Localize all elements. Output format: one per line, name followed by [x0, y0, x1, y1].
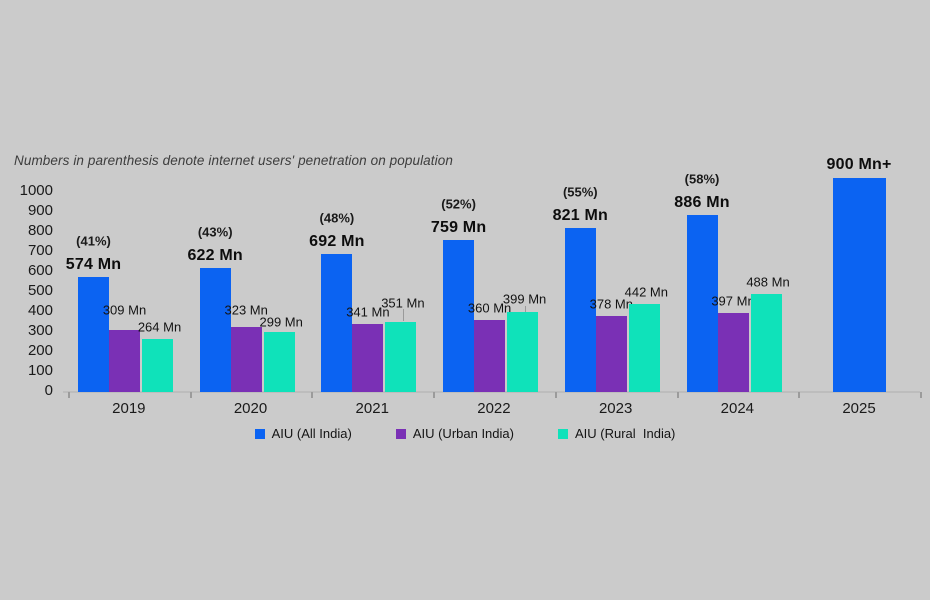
bar-aiu-all-india-2024	[686, 214, 718, 392]
legend-swatch-icon	[557, 428, 568, 439]
legend-item-aiu-all-india: AIU (All India)	[254, 426, 352, 441]
x-axis-label-2023: 2023	[598, 400, 633, 417]
bar-aiu-urban-india-2024	[717, 312, 749, 392]
x-axis-tick	[311, 392, 314, 398]
bar-value-label-aiu-rural-india-2019: 264 Mn	[137, 319, 182, 335]
bar-value-label-aiu-rural-india-2022: 399 Mn	[502, 291, 547, 307]
bar-value-label-aiu-all-india-2024: 886 Mn	[674, 193, 730, 211]
bar-value-label-aiu-rural-india-2021: 351 Mn	[381, 295, 425, 311]
x-axis-label-2022: 2022	[477, 400, 511, 417]
x-axis-label-2024: 2024	[720, 400, 755, 417]
bar-value-label-aiu-all-india-2023: 821 Mn	[552, 206, 609, 224]
bar-value-label-aiu-rural-india-2020: 299 Mn	[259, 314, 303, 330]
legend-swatch-icon	[254, 428, 265, 439]
legend-swatch-icon	[395, 428, 406, 439]
bar-aiu-rural-india-2020	[263, 332, 295, 392]
bar-value-label-aiu-all-india-2019: 574 Mn	[65, 256, 122, 274]
penetration-label-2019: (41%)	[76, 233, 111, 249]
bar-aiu-urban-india-2021	[352, 323, 384, 392]
y-axis-tick-label: 200	[27, 342, 53, 359]
penetration-label-2024: (58%)	[684, 171, 720, 187]
x-axis-label-2021: 2021	[355, 400, 389, 417]
label-leader-line	[403, 309, 404, 321]
penetration-label-2020: (43%)	[197, 224, 233, 240]
y-axis-tick-label: 1000	[19, 182, 53, 199]
bar-aiu-urban-india-2023	[595, 316, 627, 392]
bar-aiu-all-india-2022	[443, 240, 475, 392]
chart-legend: AIU (All India) AIU (Urban India) AIU (Rur…	[0, 426, 930, 441]
legend-item-aiu-urban-india: AIU (Urban India)	[395, 426, 514, 441]
bar-aiu-urban-india-2019	[109, 330, 140, 392]
y-axis-tick-label: 500	[27, 282, 53, 299]
bar-value-label-aiu-all-india-2021: 692 Mn	[309, 232, 365, 250]
bar-value-label-aiu-rural-india-2024: 488 Mn	[746, 274, 790, 290]
bar-aiu-all-india-2020	[199, 267, 231, 392]
x-axis-tick	[676, 392, 679, 398]
bar-value-label-aiu-all-india-2020: 622 Mn	[187, 246, 243, 264]
y-axis-tick-label: 400	[27, 302, 53, 319]
y-axis-tick-label: 800	[27, 222, 53, 239]
x-axis-tick	[189, 392, 192, 398]
legend-label: AIU (All India)	[271, 426, 352, 441]
bar-value-label-aiu-urban-india-2019: 309 Mn	[102, 302, 147, 318]
y-axis-tick-label: 300	[27, 322, 53, 339]
bar-value-label-aiu-all-india-2025: 900 Mn+	[826, 156, 892, 173]
bar-value-label-aiu-all-india-2022: 759 Mn	[430, 219, 487, 237]
bar-value-label-aiu-urban-india-2022: 360 Mn	[467, 300, 512, 316]
y-axis-tick-label: 600	[27, 262, 53, 279]
x-axis-label-2020: 2020	[233, 400, 268, 417]
y-axis-tick-label: 900	[27, 202, 53, 219]
y-axis-tick-label: 100	[27, 362, 53, 379]
penetration-label-2022: (52%)	[441, 196, 476, 212]
bar-aiu-rural-india-2021	[385, 321, 417, 392]
x-axis-tick	[919, 392, 922, 398]
bar-aiu-all-india-2023	[564, 227, 596, 392]
legend-label: AIU (Rural India)	[574, 426, 676, 441]
x-axis-tick	[554, 392, 557, 398]
y-axis-tick-label: 700	[27, 242, 53, 259]
y-axis-tick-label: 0	[44, 382, 53, 399]
bar-aiu-all-india-2025	[832, 178, 886, 392]
bar-aiu-all-india-2019	[78, 277, 109, 392]
penetration-label-2021: (48%)	[319, 210, 355, 226]
bar-value-label-aiu-urban-india-2024: 397 Mn	[711, 293, 755, 309]
bar-aiu-rural-india-2023	[628, 303, 660, 392]
x-axis-line	[63, 391, 920, 393]
chart-subtitle: Numbers in parenthesis denote internet u…	[14, 153, 453, 168]
bar-value-label-aiu-urban-india-2023: 378 Mn	[589, 296, 633, 312]
bar-value-label-aiu-urban-india-2021: 341 Mn	[346, 304, 390, 320]
x-axis-tick	[798, 392, 801, 398]
bar-aiu-rural-india-2024	[750, 294, 782, 392]
penetration-label-2023: (55%)	[562, 184, 598, 200]
bar-aiu-urban-india-2020	[230, 327, 262, 392]
x-axis-label-2025: 2025	[842, 400, 876, 417]
x-axis-tick	[433, 392, 436, 398]
bar-aiu-urban-india-2022	[474, 320, 506, 392]
label-leader-line	[525, 306, 526, 312]
bar-aiu-rural-india-2022	[507, 312, 539, 392]
bar-aiu-rural-india-2019	[142, 339, 173, 392]
x-axis-tick	[68, 392, 70, 398]
bar-aiu-all-india-2021	[321, 253, 353, 392]
bar-value-label-aiu-rural-india-2023: 442 Mn	[624, 284, 668, 300]
x-axis-label-2019: 2019	[112, 400, 146, 417]
legend-label: AIU (Urban India)	[412, 426, 514, 441]
bar-value-label-aiu-urban-india-2020: 323 Mn	[224, 302, 268, 318]
legend-item-aiu-rural-india: AIU (Rural India)	[557, 426, 676, 441]
